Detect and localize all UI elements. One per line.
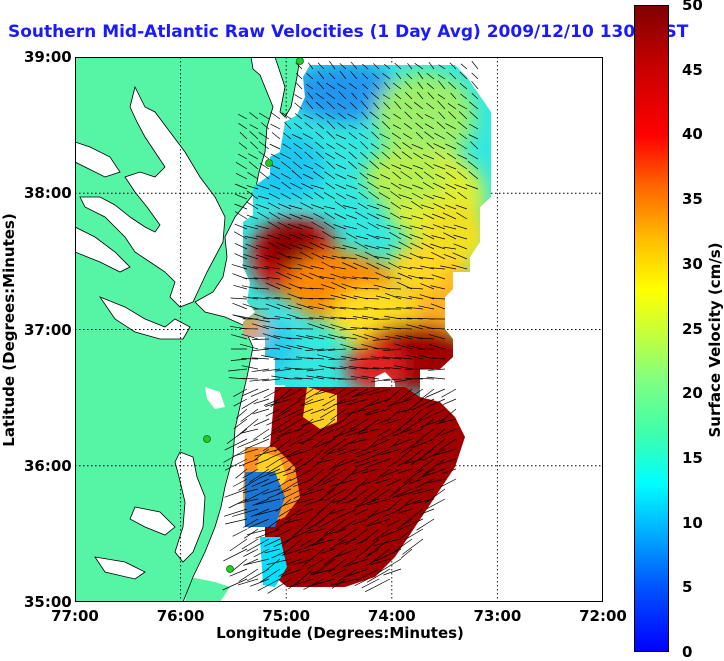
chart-title: Southern Mid-Atlantic Raw Velocities (1 … [8, 22, 688, 42]
velocity-vector [237, 439, 258, 448]
x-axis-label: Longitude (Degrees:Minutes) [216, 624, 464, 642]
velocity-vector [461, 64, 467, 69]
y-tick-label: 38:00 [24, 184, 72, 202]
velocity-vector [230, 539, 247, 551]
colorbar-tick-label: 0 [682, 643, 692, 661]
colorbar-tick-label: 40 [682, 125, 703, 143]
velocity-vector [285, 359, 302, 360]
velocity-vector [401, 549, 412, 558]
velocity-vector [233, 529, 247, 536]
velocity-vector [254, 399, 269, 404]
velocity-vector [234, 285, 248, 289]
colorbar-tick-label: 35 [682, 190, 703, 208]
colorbar [634, 5, 669, 652]
velocity-vector [251, 389, 269, 397]
velocity-vector [249, 379, 269, 381]
velocity-vector [270, 144, 280, 149]
velocity-vector [271, 112, 280, 119]
colorbar-tick-label: 45 [682, 61, 703, 79]
x-tick-label: 73:00 [474, 607, 522, 625]
x-tick-label: 72:00 [579, 607, 627, 625]
colorbar-tick-label: 15 [682, 449, 703, 467]
velocity-vector [296, 83, 302, 89]
map-canvas [75, 57, 603, 602]
colorbar-tick-label: 10 [682, 514, 703, 532]
velocity-vector [472, 61, 478, 69]
y-tick-label: 39:00 [24, 48, 72, 66]
velocity-vector [260, 172, 269, 179]
velocity-vector [223, 579, 247, 590]
velocity-vector [272, 132, 280, 139]
velocity-field-south [243, 387, 465, 587]
velocity-vector [254, 429, 270, 440]
velocity-vector [233, 303, 248, 309]
velocity-vector [241, 409, 258, 422]
y-tick-label: 36:00 [24, 457, 72, 475]
velocity-vector [295, 103, 302, 109]
colorbar-tick-label: 25 [682, 320, 703, 338]
y-axis-label: Latitude (Degrees:Minutes) [0, 213, 18, 446]
velocity-vector [253, 409, 269, 414]
velocity-vector [294, 94, 302, 99]
velocity-vector [472, 73, 478, 79]
x-tick-label: 76:00 [157, 607, 205, 625]
velocity-field [235, 57, 495, 407]
velocity-vector [225, 519, 247, 524]
colorbar-tick-label: 50 [682, 0, 703, 14]
colorbar-tick-label: 20 [682, 384, 703, 402]
map-panel[interactable] [75, 57, 603, 602]
velocity-vector [240, 329, 258, 330]
x-tick-label: 75:00 [262, 607, 310, 625]
velocity-vector [402, 539, 423, 554]
velocity-vector [271, 124, 281, 129]
y-tick-label: 37:00 [24, 321, 72, 339]
x-tick-label: 74:00 [368, 607, 416, 625]
velocity-vector [252, 369, 269, 372]
colorbar-label: Surface Velocity (cm/s) [706, 242, 724, 437]
colorbar-tick-label: 30 [682, 255, 703, 273]
velocity-vector [231, 298, 247, 299]
velocity-vector [223, 549, 247, 561]
velocity-vector [442, 389, 457, 397]
y-tick-label: 35:00 [24, 593, 72, 611]
velocity-vector [241, 359, 258, 360]
velocity-vector [443, 399, 456, 405]
colorbar-tick-label: 5 [682, 578, 692, 596]
